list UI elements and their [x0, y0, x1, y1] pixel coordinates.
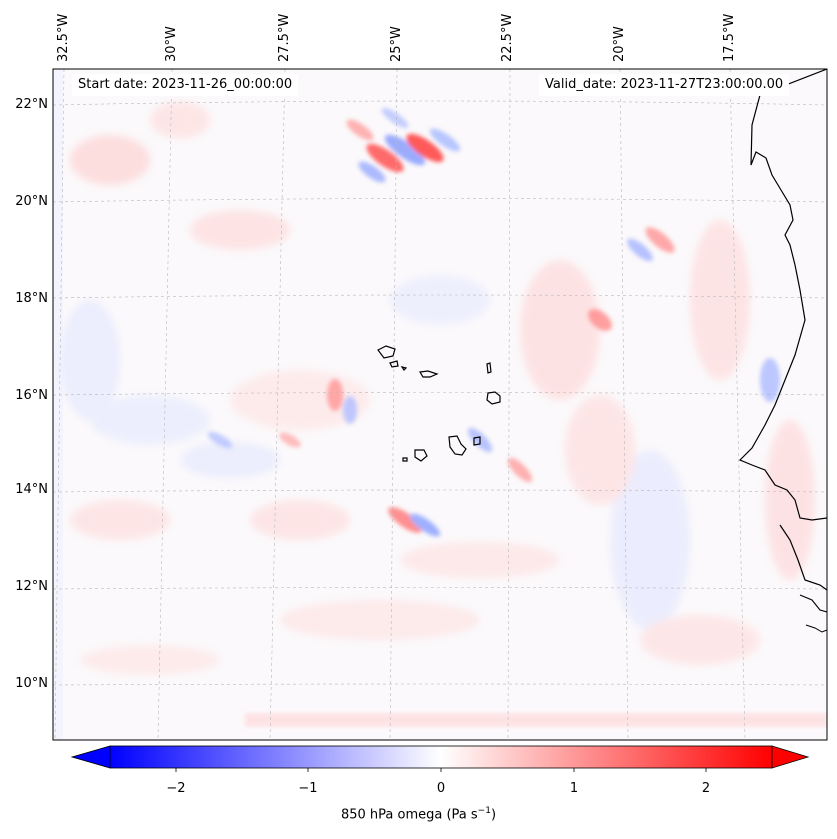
- lon-label-27-5w: 27.5°W: [277, 13, 292, 62]
- lat-label-12n: 12°N: [15, 579, 48, 594]
- valid-date-label: Valid_date: 2023-11-27T23:00:00.00: [539, 74, 790, 96]
- start-date-label: Start date: 2023-11-26_00:00:00: [72, 74, 299, 96]
- colorbar-tick: 2: [701, 781, 711, 796]
- colorbar-label-main: 850 hPa omega (Pa s: [340, 807, 478, 823]
- lat-label-20n: 20°N: [15, 194, 48, 209]
- colorbar-tick: −1: [298, 781, 318, 796]
- colorbar-label: 850 hPa omega (Pa s−1): [0, 806, 837, 822]
- colorbar-label-end: ): [490, 807, 497, 823]
- colorbar-tick: 0: [436, 781, 446, 796]
- africa-coastline: [738, 69, 827, 521]
- lon-label-17-5w: 17.5°W: [722, 13, 737, 62]
- lat-label-18n: 18°N: [15, 291, 48, 306]
- lat-label-10n: 10°N: [15, 676, 48, 691]
- lat-label-14n: 14°N: [15, 482, 48, 497]
- colorbar-tick: 1: [569, 781, 579, 796]
- cape-verde-islands: [377, 345, 501, 462]
- lat-label-16n: 16°N: [15, 388, 48, 403]
- colorbar-tick: −2: [166, 781, 186, 796]
- lat-label-22n: 22°N: [15, 97, 48, 112]
- lon-label-32-5w: 32.5°W: [56, 13, 71, 62]
- lon-label-20w: 20°W: [612, 26, 627, 62]
- lon-label-25w: 25°W: [389, 26, 404, 62]
- graticule: [53, 69, 827, 740]
- colorbar-label-exponent: −1: [477, 806, 491, 816]
- map-frame: [52, 68, 828, 741]
- colorbar-extend-min: [70, 745, 111, 769]
- lon-label-30w: 30°W: [164, 26, 179, 62]
- colorbar-extend-max: [771, 745, 810, 769]
- lon-label-22-5w: 22.5°W: [500, 13, 515, 62]
- colorbar: [70, 745, 810, 772]
- omega-field: [53, 69, 827, 740]
